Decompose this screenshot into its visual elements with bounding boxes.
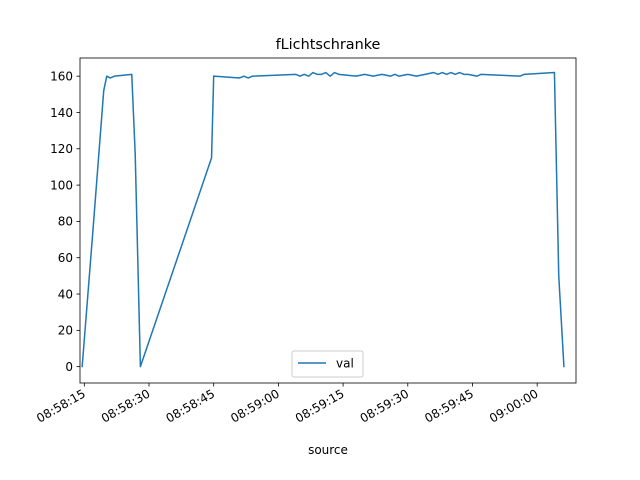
y-tick-label: 40 (58, 287, 73, 301)
chart-title: fLichtschranke (276, 37, 381, 53)
y-tick-label: 80 (58, 215, 73, 229)
x-axis-label: source (308, 443, 348, 457)
y-tick-label: 160 (50, 69, 73, 83)
y-axis-ticks: 0 20 40 60 80 100 120 140 160 (50, 69, 80, 374)
series-line-val (81, 71, 565, 368)
legend-box (291, 350, 364, 378)
legend: val (291, 350, 364, 378)
y-tick-label: 0 (65, 360, 73, 374)
legend-label-val: val (336, 357, 354, 371)
y-tick-label: 120 (50, 142, 73, 156)
y-tick-label: 140 (50, 106, 73, 120)
y-tick-label: 20 (58, 324, 73, 338)
y-tick-label: 60 (58, 251, 73, 265)
y-tick-label: 100 (50, 178, 73, 192)
plot-area-frame (79, 57, 577, 384)
